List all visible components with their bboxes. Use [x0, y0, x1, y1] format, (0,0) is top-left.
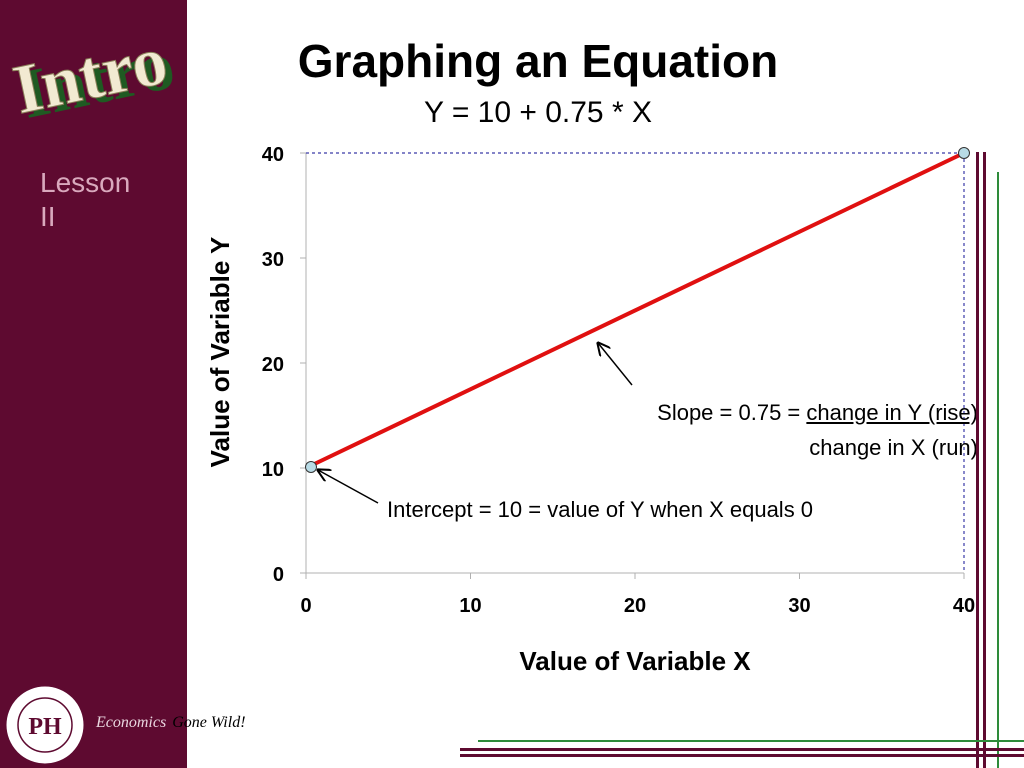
x-tick-label: 0 — [300, 595, 311, 617]
lesson-label: Lesson II — [40, 166, 180, 234]
intro-logo: Intro Intro — [6, 21, 181, 134]
frame-line-green-vertical — [997, 172, 999, 768]
intercept-annotation: Intercept = 10 = value of Y when X equal… — [387, 497, 814, 522]
y-axis-title: Value of Variable Y — [205, 237, 235, 468]
x-tick-label: 40 — [953, 595, 975, 617]
university-seal: PH — [3, 683, 87, 767]
page-title: Graphing an Equation — [297, 35, 779, 87]
slope-denominator: change in X (run) — [809, 435, 978, 460]
series-line-1 — [305, 151, 965, 470]
y-tick-label: 10 — [262, 459, 284, 481]
equation-subtitle: Y = 10 + 0.75 * X — [424, 96, 652, 129]
frame-line-green-horizontal — [478, 740, 1024, 742]
y-tick-label: 20 — [262, 354, 284, 376]
x-axis-title: Value of Variable X — [519, 646, 751, 676]
slope-numerator: change in Y (rise) — [806, 400, 978, 425]
sidebar: Intro Intro Lesson II — [0, 0, 187, 768]
lesson-number: II — [40, 201, 56, 232]
tagline: Economics Gone Wild! — [94, 714, 246, 732]
lesson-word: Lesson — [40, 167, 131, 198]
slope-prefix: Slope = 0.75 = — [657, 400, 807, 425]
y-tick-label: 30 — [262, 249, 284, 271]
slope-arrow — [598, 343, 633, 386]
tagline-economics: Economics — [94, 714, 169, 731]
y-tick-label: 0 — [273, 564, 284, 586]
x-tick-label: 20 — [624, 595, 646, 617]
frame-line-maroon-horizontal-1 — [460, 748, 1024, 751]
intercept-arrow — [318, 470, 379, 504]
slope-annotation: Slope = 0.75 = change in Y (rise) — [657, 400, 978, 426]
x-tick-label: 30 — [788, 595, 810, 617]
frame-line-maroon-horizontal-2 — [460, 754, 1024, 757]
frame-line-maroon-vertical-1 — [976, 152, 979, 768]
data-point-1 — [305, 461, 317, 473]
x-tick-label: 10 — [459, 595, 481, 617]
tagline-gone-wild: Gone Wild! — [172, 714, 246, 731]
seal-letters: PH — [28, 714, 62, 740]
frame-line-maroon-vertical-2 — [983, 152, 986, 768]
y-tick-label: 40 — [262, 144, 284, 166]
data-point-2 — [958, 147, 970, 159]
